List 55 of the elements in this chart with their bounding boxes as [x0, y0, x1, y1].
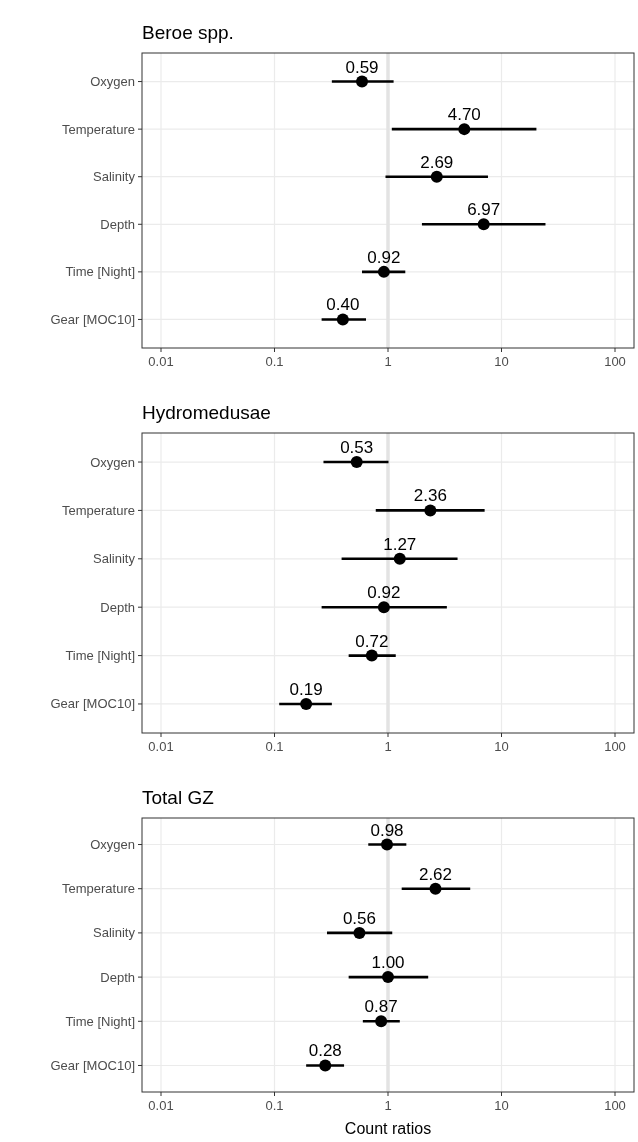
data-label: 0.92	[367, 583, 401, 603]
y-tick-label: Temperature	[62, 121, 135, 137]
data-label: 6.97	[467, 200, 501, 220]
data-label: 0.98	[370, 820, 404, 840]
x-tick-label: 100	[604, 739, 626, 754]
y-tick-label: Gear [MOC10]	[50, 311, 135, 327]
data-label: 1.00	[371, 953, 405, 973]
y-tick-label: Depth	[100, 216, 135, 232]
data-label: 4.70	[447, 105, 481, 125]
y-tick-label: Temperature	[62, 881, 135, 897]
y-tick-label: Depth	[100, 969, 135, 985]
data-label: 2.62	[418, 864, 453, 884]
data-label: 0.87	[364, 997, 398, 1017]
chart-title: Total GZ	[142, 787, 215, 808]
x-tick-label: 0.1	[265, 739, 284, 754]
x-tick-label: 0.01	[148, 739, 174, 754]
y-tick-label: Oxygen	[90, 837, 135, 853]
x-tick-label: 0.01	[148, 354, 174, 369]
y-tick-label: Oxygen	[90, 74, 135, 90]
y-tick-label: Time [Night]	[65, 1013, 135, 1029]
y-tick-label: Salinity	[93, 925, 136, 941]
x-tick-label: 100	[604, 1098, 626, 1113]
x-tick-label: 1	[384, 1098, 392, 1113]
data-label: 2.69	[420, 152, 454, 172]
chart-title: Hydromedusae	[142, 402, 271, 423]
data-label: 0.56	[342, 908, 376, 928]
data-label: 0.59	[345, 57, 379, 77]
data-label: 2.36	[413, 486, 447, 506]
x-tick-label: 10	[494, 354, 509, 369]
x-axis-title: Count ratios	[344, 1120, 432, 1137]
y-tick-label: Depth	[100, 599, 135, 615]
chart-title: Beroe spp.	[142, 22, 234, 43]
data-label: 0.28	[308, 1041, 342, 1061]
x-tick-label: 100	[604, 354, 626, 369]
y-tick-label: Oxygen	[90, 454, 135, 470]
x-tick-label: 0.1	[265, 354, 284, 369]
data-label: 1.27	[383, 534, 417, 554]
x-tick-label: 10	[494, 1098, 509, 1113]
y-tick-label: Salinity	[93, 551, 136, 567]
x-tick-label: 0.1	[265, 1098, 284, 1113]
y-tick-label: Time [Night]	[65, 264, 135, 280]
data-label: 0.19	[289, 679, 323, 699]
y-tick-label: Gear [MOC10]	[50, 696, 135, 712]
x-tick-label: 1	[384, 354, 392, 369]
data-label: 0.53	[340, 438, 374, 458]
y-tick-label: Gear [MOC10]	[50, 1057, 135, 1073]
x-tick-label: 1	[384, 739, 392, 754]
x-tick-label: 0.01	[148, 1098, 174, 1113]
data-label: 0.40	[326, 295, 360, 315]
data-label: 0.72	[355, 631, 389, 651]
y-tick-label: Time [Night]	[65, 648, 135, 664]
data-label: 0.92	[367, 247, 401, 267]
y-tick-label: Salinity	[93, 169, 136, 185]
y-tick-label: Temperature	[62, 502, 135, 518]
x-tick-label: 10	[494, 739, 509, 754]
